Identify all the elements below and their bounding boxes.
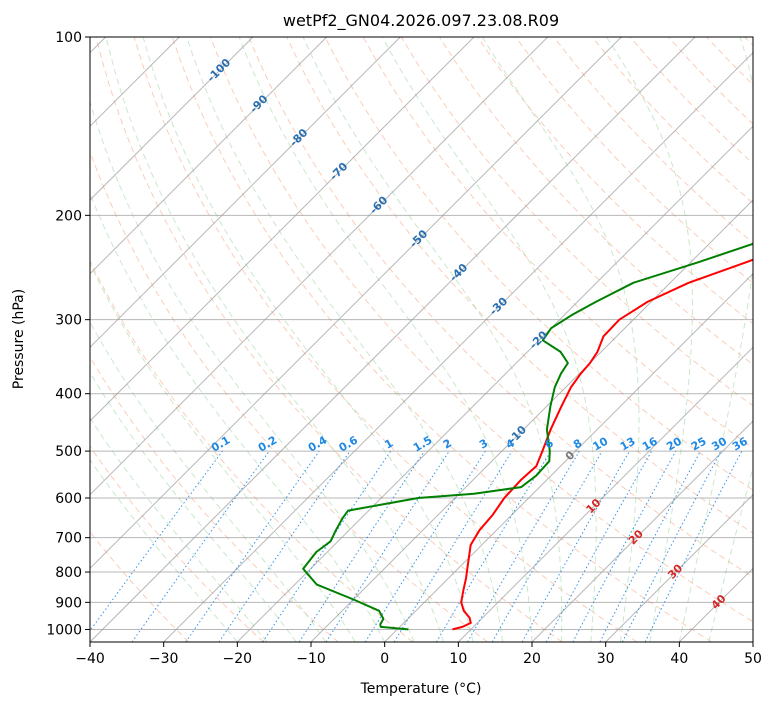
moist-adiabat-line [142,37,474,642]
mixing-ratio-line [90,450,223,632]
y-tick-label: 700 [55,531,82,547]
dry-adiabat-line [90,445,264,642]
chart-title: wetPf2_GN04.2026.097.23.08.R09 [283,11,559,31]
moist-adiabat-line [302,37,563,642]
dry-adiabat-line [591,37,753,204]
dry-adiabat-line [90,356,339,642]
series-lines [302,242,753,631]
isotherm-line [90,37,254,201]
moist-adiabat-line [90,99,415,642]
moist-adiabat-line [90,192,386,642]
mixing-ratio-label: 6 [543,436,556,451]
moist-adiabat-line [105,37,445,642]
moist-adiabat-line [678,37,753,642]
dry-adiabat-line [668,37,753,125]
dry-adiabat-line [248,37,753,578]
mixing-ratio-line [467,450,580,642]
moist-adiabat-line [481,37,640,642]
x-tick-label: −40 [75,651,105,667]
moist-adiabat-line [606,37,693,642]
dry-adiabat-line [324,37,753,491]
x-tick-label: −10 [296,651,326,667]
isotherm-line [90,37,401,349]
x-tick-label: 20 [523,651,541,667]
y-tick-label: 600 [55,491,82,507]
dry-adiabat-line [286,37,753,534]
y-tick-label: 200 [55,208,82,224]
dewpoint-line [302,242,753,631]
isotherm-line [90,37,328,275]
isotherm-line [310,199,753,642]
x-tick-label: 50 [744,651,762,667]
y-tick-label: 1000 [46,622,82,638]
dry-adiabat-line [515,37,753,284]
isotherm-line [90,37,696,642]
background-lines [90,37,753,642]
moist-adiabat-line [381,37,597,642]
x-tick-label: 40 [670,651,688,667]
mixing-ratio-line [298,450,425,642]
mixing-ratio-line [599,450,701,642]
mixing-ratio-line [185,450,320,642]
isotherm-line [90,37,549,496]
moist-adiabat-line [90,417,268,642]
mixing-ratio-line [644,450,743,642]
moist-adiabat-line [90,262,356,642]
y-tick-label: 400 [55,387,82,403]
dry-adiabat-line [90,259,414,642]
y-tick-label: 800 [55,565,82,581]
x-tick-label: 0 [380,651,389,667]
dry-adiabat-line [744,37,753,47]
moist-adiabat-line [90,321,327,642]
x-tick-label: −20 [223,651,253,667]
moist-adiabat-line [90,371,297,642]
dry-adiabat-line [133,37,638,642]
x-axis-label: Temperature (°C) [360,681,482,697]
mixing-ratio-line [545,450,653,642]
mixing-ratio-line [131,450,270,642]
isotherm-line [605,493,753,642]
mixing-ratio-line [572,450,677,642]
y-tick-label: 300 [55,313,82,329]
y-axis-label: Pressure (hPa) [11,289,27,389]
x-tick-label: −30 [149,651,179,667]
isotherm-line [90,37,622,570]
dry-adiabat-line [90,531,190,642]
isotherm-line [163,51,753,642]
isotherm-line [236,125,753,642]
axis-ticks: −40 −30 −20 −10 0 10 20 30 40 50 1000 900 800 700 600 5… [46,30,762,667]
isotherm-line [457,346,753,642]
x-tick-label: 10 [449,651,467,667]
mixing-ratio-line [521,450,630,642]
isotherm-line [90,37,475,422]
isotherm-line [531,420,753,642]
temperature-line [452,258,753,631]
y-tick-label: 900 [55,595,82,611]
mixing-ratio-line [325,450,450,642]
mixing-ratio-line [262,450,392,642]
moist-adiabat-line [186,37,503,642]
dry-adiabat-line [553,37,753,244]
dry-adiabat-line [210,37,753,623]
y-tick-label: 100 [55,30,82,46]
moist-adiabat-line [238,37,533,642]
moist-adiabat-line [90,459,238,642]
x-tick-label: 30 [597,651,615,667]
plot-frame [89,36,754,643]
mixing-ratio-line [364,450,486,642]
isotherm-line [384,272,753,642]
y-tick-label: 500 [55,444,82,460]
mixing-ratio-line [218,450,351,642]
mixing-ratio-label: 2 [441,437,454,452]
isotherm-line [678,567,753,642]
dry-adiabat-line [706,37,753,86]
moist-adiabat-line [708,465,753,642]
dry-adiabat-line [171,37,712,642]
dry-adiabat-line [95,37,563,642]
mixing-ratio-line [393,450,513,642]
isotherm-line [752,641,753,642]
dry-adiabat-line [90,150,488,642]
